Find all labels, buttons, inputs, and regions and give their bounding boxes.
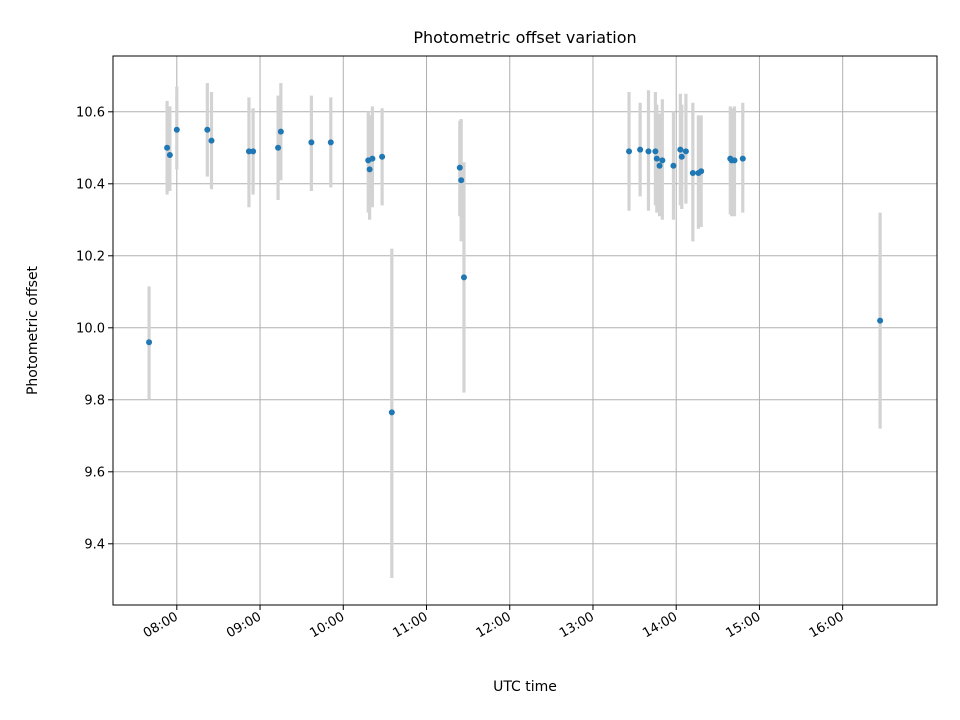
data-point: [327, 139, 334, 146]
data-point: [388, 409, 395, 416]
data-point: [698, 168, 705, 175]
data-point: [877, 317, 884, 324]
data-point: [164, 144, 171, 151]
y-tick-label: 10.6: [76, 105, 105, 120]
data-point: [208, 137, 215, 144]
data-point: [645, 148, 652, 155]
y-axis-label: Photometric offset: [25, 265, 41, 395]
data-point: [678, 153, 685, 160]
data-points: [146, 126, 884, 416]
data-point: [366, 166, 373, 173]
y-tick-label: 10.0: [76, 321, 105, 336]
data-point: [682, 148, 689, 155]
data-point: [173, 126, 180, 133]
y-tick-label: 9.6: [84, 465, 105, 480]
data-point: [460, 274, 467, 281]
y-tick-label: 9.4: [84, 537, 105, 552]
data-point: [250, 148, 257, 155]
data-point: [275, 144, 282, 151]
data-point: [369, 155, 376, 162]
data-point: [277, 128, 284, 135]
data-point: [670, 162, 677, 169]
y-tick-label: 9.8: [84, 393, 105, 408]
data-point: [245, 148, 252, 155]
data-point: [637, 146, 644, 153]
data-point: [166, 152, 173, 158]
data-point: [689, 170, 696, 176]
data-point: [653, 155, 660, 162]
data-point: [731, 157, 738, 164]
data-point: [739, 155, 746, 162]
data-point: [379, 153, 386, 160]
data-point: [626, 148, 633, 155]
y-tick-label: 10.4: [76, 177, 105, 192]
data-point: [659, 157, 666, 164]
y-tick-label: 10.2: [76, 249, 105, 264]
data-point: [656, 162, 663, 169]
chart-title: Photometric offset variation: [413, 28, 636, 47]
data-point: [146, 339, 153, 346]
plot-frame: [112, 55, 938, 606]
data-point: [458, 177, 465, 184]
data-point: [652, 148, 659, 155]
data-point: [308, 139, 315, 146]
grid: [113, 56, 937, 605]
data-point: [204, 126, 211, 133]
data-point: [456, 164, 463, 171]
data-point: [677, 146, 684, 153]
x-axis-label: UTC time: [493, 679, 557, 695]
